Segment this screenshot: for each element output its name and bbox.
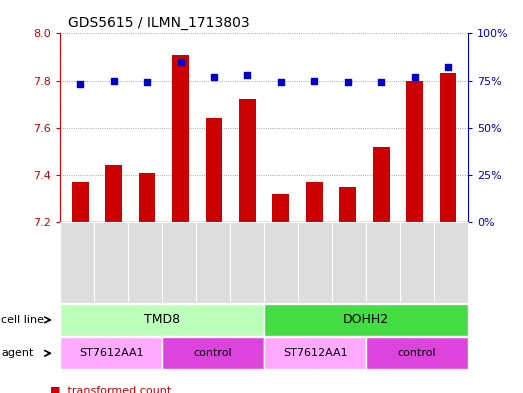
Text: control: control — [194, 348, 232, 358]
Point — [444, 64, 452, 70]
Point — [143, 79, 151, 86]
Bar — [440, 73, 457, 222]
Text: ST7612AA1: ST7612AA1 — [79, 348, 143, 358]
Point — [411, 73, 419, 80]
Text: GDS5615 / ILMN_1713803: GDS5615 / ILMN_1713803 — [69, 16, 250, 29]
Bar — [272, 194, 289, 222]
Bar — [206, 118, 222, 222]
Bar — [72, 182, 88, 222]
Point — [76, 81, 84, 88]
Bar — [239, 99, 256, 222]
Point — [176, 59, 185, 65]
Bar — [139, 173, 155, 222]
Point — [210, 73, 218, 80]
Text: ST7612AA1: ST7612AA1 — [283, 348, 347, 358]
Point — [344, 79, 352, 86]
Text: TMD8: TMD8 — [144, 313, 180, 327]
Text: DOHH2: DOHH2 — [343, 313, 389, 327]
Point — [243, 72, 252, 78]
Bar — [306, 182, 323, 222]
Point — [277, 79, 285, 86]
Text: ■  transformed count: ■ transformed count — [50, 386, 171, 393]
Bar — [339, 187, 356, 222]
Point — [310, 77, 319, 84]
Bar — [373, 147, 390, 222]
Point — [377, 79, 385, 86]
Bar — [105, 165, 122, 222]
Text: agent: agent — [1, 348, 33, 358]
Point — [109, 77, 118, 84]
Bar — [406, 81, 423, 222]
Text: control: control — [398, 348, 436, 358]
Bar — [172, 55, 189, 222]
Text: cell line: cell line — [1, 315, 44, 325]
